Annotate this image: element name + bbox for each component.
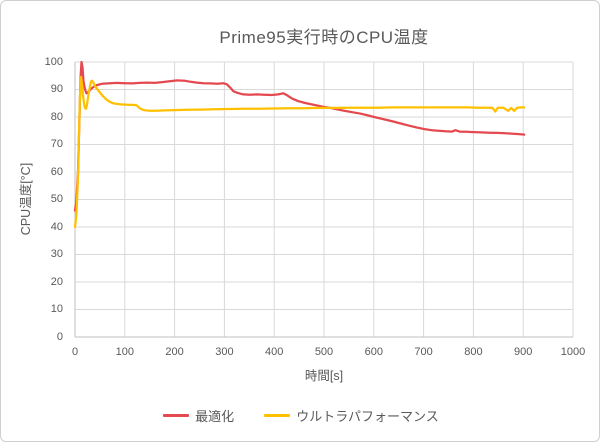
x-tick-label: 200 xyxy=(165,346,184,358)
legend-swatch-optimized xyxy=(163,414,190,417)
y-tick-label: 40 xyxy=(50,220,63,233)
y-tick-label: 60 xyxy=(50,165,63,178)
x-tick-label: 800 xyxy=(464,346,483,358)
y-tick-label: 30 xyxy=(50,248,63,260)
x-tick-label: 100 xyxy=(115,346,134,358)
y-tick-label: 10 xyxy=(50,303,63,315)
x-tick-label: 900 xyxy=(514,346,533,358)
y-tick-label: 50 xyxy=(50,193,63,205)
x-tick-label: 300 xyxy=(215,346,234,358)
y-axis-title: CPU温度[°C] xyxy=(19,162,33,236)
y-tick-label: 90 xyxy=(50,83,63,95)
series-line-ultra-performance xyxy=(73,75,526,229)
x-tick-label: 700 xyxy=(414,346,433,358)
y-tick-label: 80 xyxy=(50,110,63,123)
x-tick-label: 600 xyxy=(364,346,383,358)
x-tick-label: 0 xyxy=(71,346,79,358)
series-line-optimized xyxy=(73,60,526,212)
chart-title: Prime95実行時のCPU温度 xyxy=(219,28,429,47)
y-tick-label: 100 xyxy=(44,55,63,68)
x-tick-label: 1000 xyxy=(560,346,586,358)
legend-item-ultra-performance: ウルトラパフォーマンス xyxy=(264,406,439,425)
legend-label-optimized: 最適化 xyxy=(195,409,235,424)
legend-label-ultra-performance: ウルトラパフォーマンス xyxy=(296,409,439,424)
x-axis-title: 時間[s] xyxy=(304,369,344,383)
x-tick-label: 400 xyxy=(265,346,284,358)
legend: 最適化 ウルトラパフォーマンス xyxy=(1,406,600,425)
y-tick-label: 70 xyxy=(50,138,63,150)
legend-swatch-ultra-performance xyxy=(264,414,291,417)
y-tick-label: 0 xyxy=(56,330,63,343)
legend-item-optimized: 最適化 xyxy=(163,406,234,425)
y-tick-label: 20 xyxy=(50,275,63,288)
x-tick-label: 500 xyxy=(314,346,334,358)
